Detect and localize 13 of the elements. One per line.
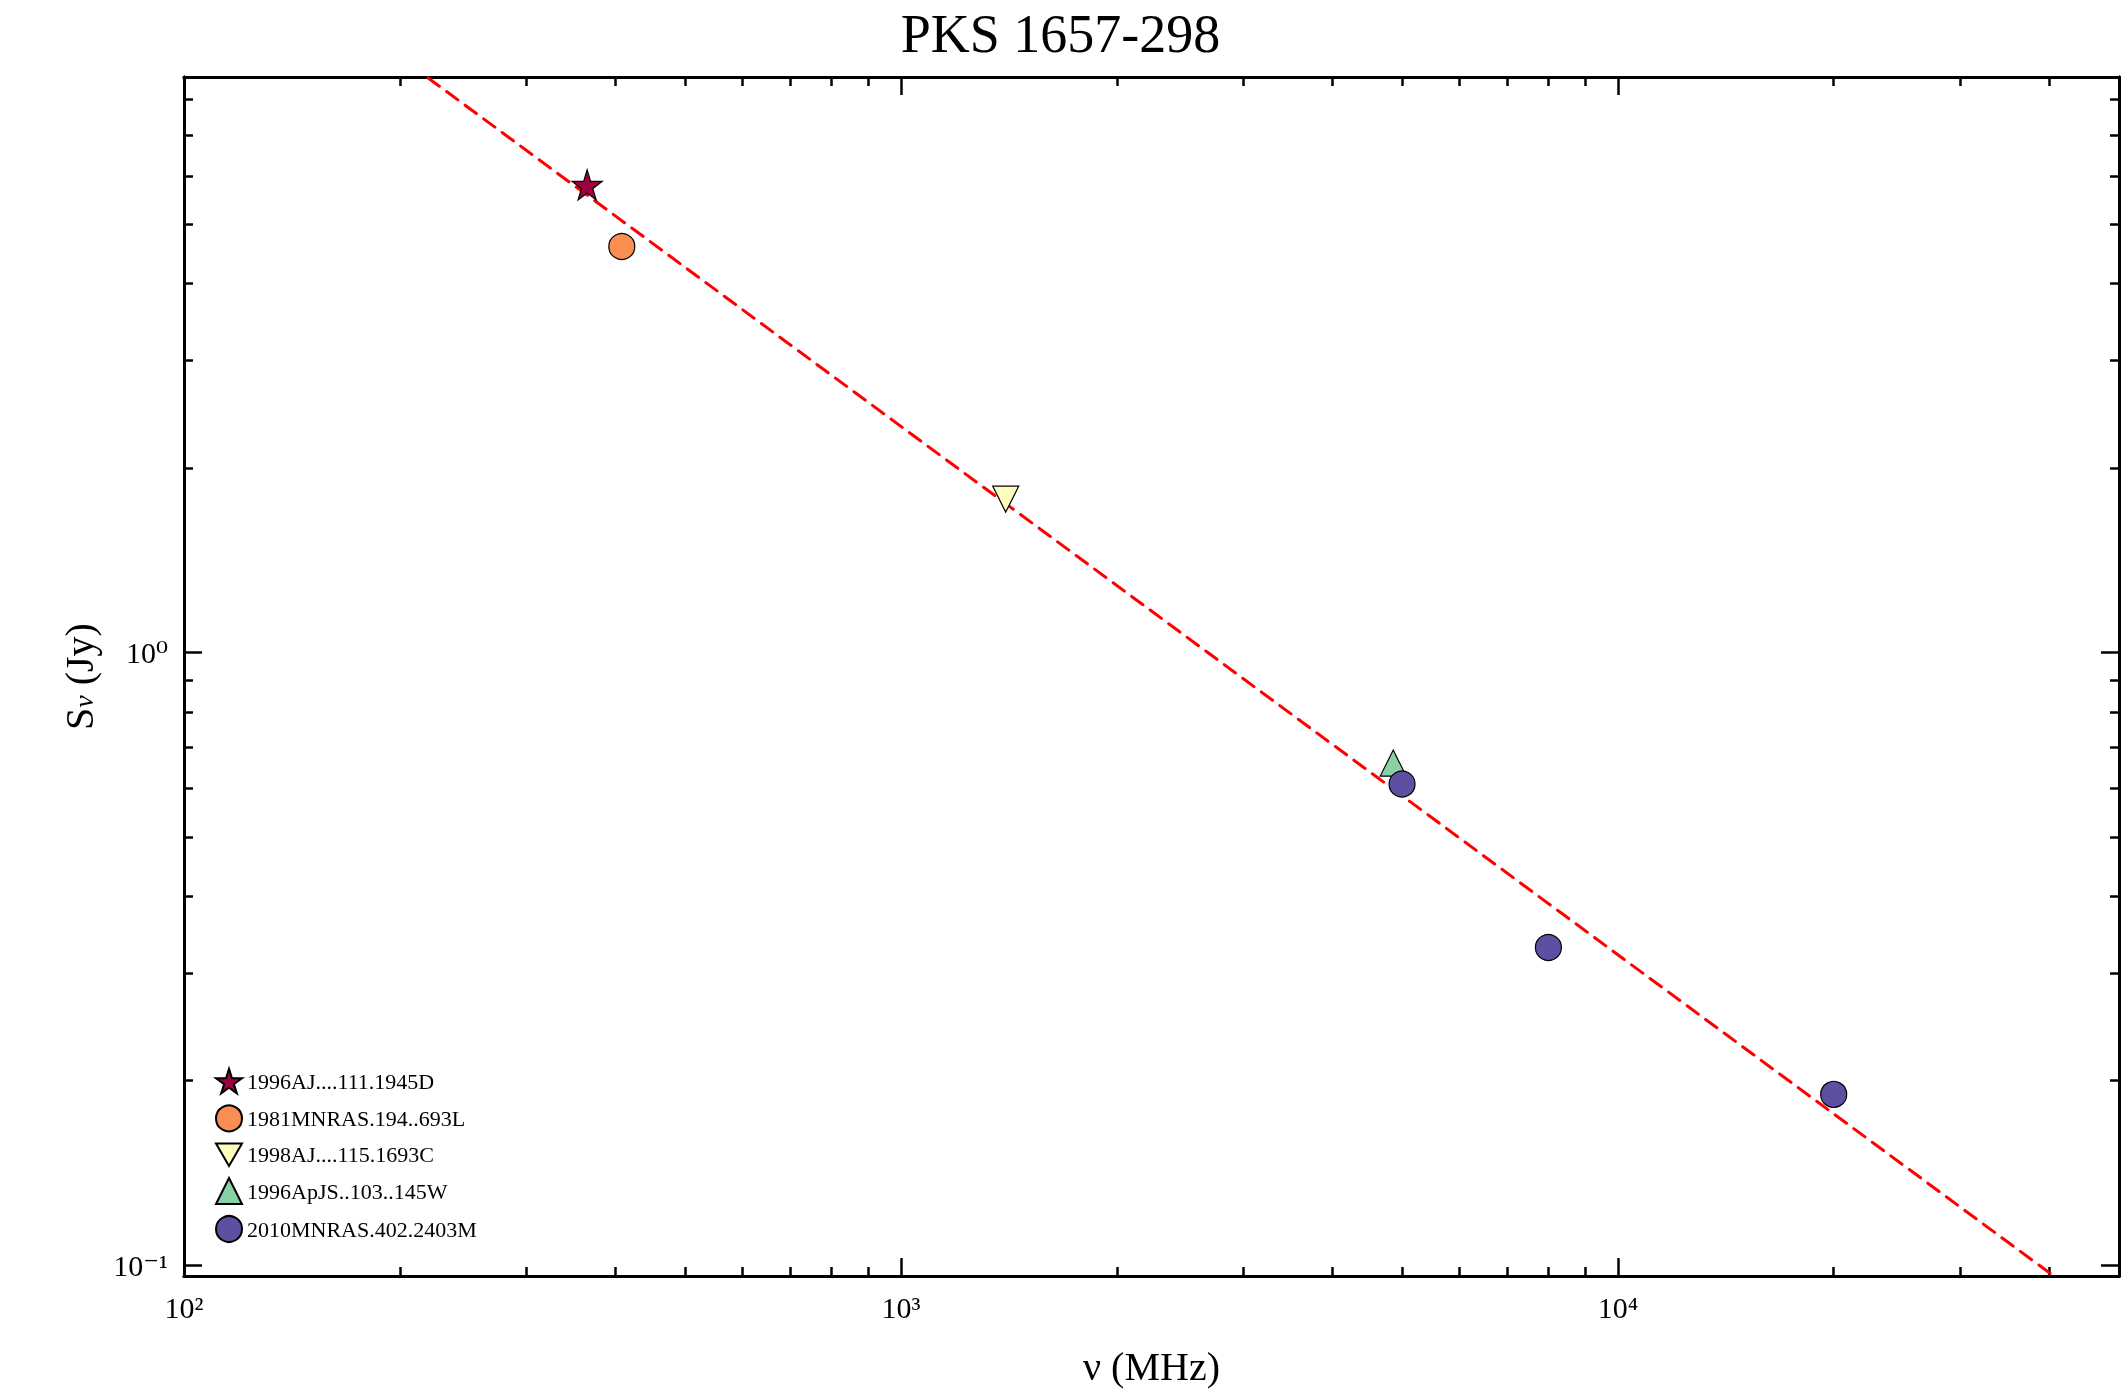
legend-label: 2010MNRAS.402.2403M bbox=[247, 1216, 477, 1242]
legend-label: 1996ApJS..103..145W bbox=[247, 1178, 448, 1204]
x-tick-label: 10⁴ bbox=[1597, 1290, 1639, 1324]
x-axis-title: ν (MHz) bbox=[1083, 1343, 1220, 1389]
x-tick-label: 10² bbox=[164, 1290, 204, 1324]
y-tick-label: 10⁰ bbox=[125, 636, 168, 670]
legend-label: 1998AJ....115.1693C bbox=[247, 1142, 434, 1168]
x-tick-label: 10³ bbox=[881, 1290, 921, 1324]
y-axis-title: Sν (Jy) bbox=[56, 623, 102, 730]
legend-label: 1996AJ....111.1945D bbox=[247, 1068, 435, 1094]
y-tick-label: 10⁻¹ bbox=[113, 1248, 168, 1282]
chart-title: PKS 1657-298 bbox=[900, 4, 1221, 64]
legend-label: 1981MNRAS.194..693L bbox=[247, 1105, 466, 1131]
